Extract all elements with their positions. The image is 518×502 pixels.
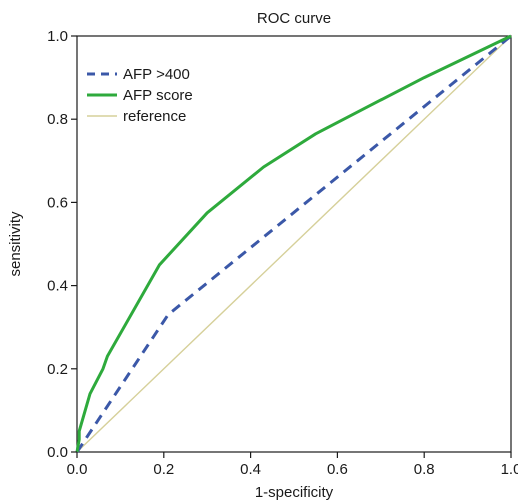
y-tick-label: 0.0 — [47, 444, 68, 461]
x-tick-label: 0.4 — [240, 461, 261, 478]
y-tick-label: 0.8 — [47, 111, 68, 128]
x-tick-label: 0.2 — [153, 461, 174, 478]
y-tick-label: 1.0 — [47, 28, 68, 45]
legend-label: AFP >400 — [123, 66, 190, 83]
y-tick-label: 0.4 — [47, 278, 68, 295]
x-tick-label: 0.8 — [414, 461, 435, 478]
y-axis-label: sensitivity — [7, 211, 24, 277]
x-axis-label: 1-specificity — [255, 484, 334, 501]
plot-frame — [76, 35, 512, 453]
series-line-afp-score — [75, 34, 512, 453]
x-tick-label: 0.6 — [327, 461, 348, 478]
series-layer — [75, 34, 512, 453]
y-tick-label: 0.2 — [47, 361, 68, 378]
x-tick-label: 1.0 — [501, 461, 518, 478]
y-tick-label: 0.6 — [47, 194, 68, 211]
legend-label: reference — [123, 108, 186, 125]
y-axis-ticks: 0.0 0.2 0.4 0.6 0.8 1.0 — [47, 28, 77, 461]
legend-label: AFP score — [123, 87, 193, 104]
series-line-afp-400 — [75, 34, 512, 453]
legend: AFP >400 AFP score reference — [87, 66, 193, 125]
chart-title: ROC curve — [257, 10, 331, 27]
x-axis-ticks: 0.0 0.2 0.4 0.6 0.8 1.0 — [67, 452, 518, 478]
series-line-reference — [76, 35, 512, 453]
x-tick-label: 0.0 — [67, 461, 88, 478]
